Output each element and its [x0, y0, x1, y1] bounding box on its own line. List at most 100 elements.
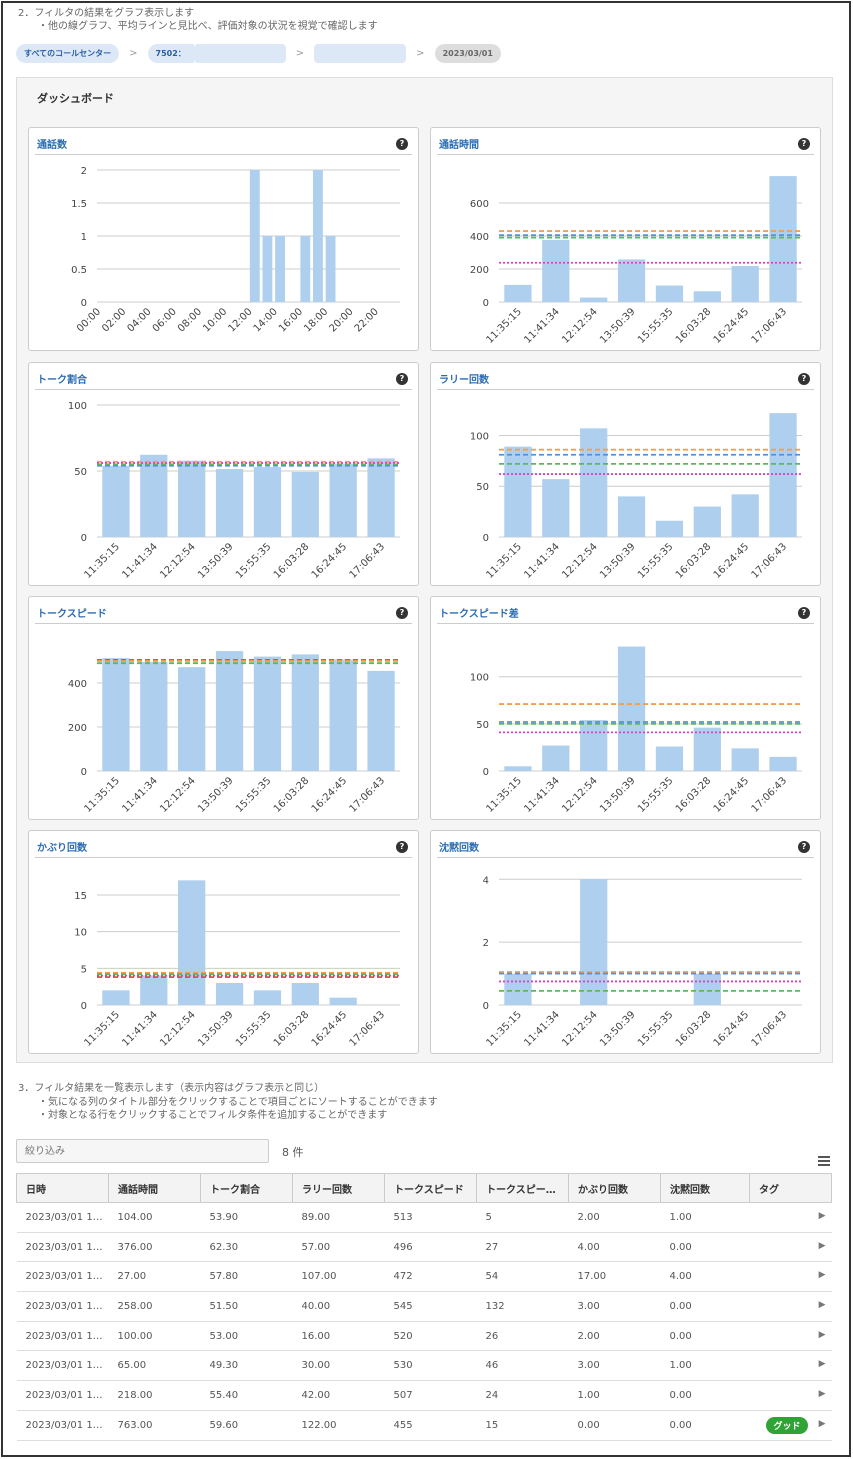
play-arrow-icon[interactable]: ▶ [818, 1329, 826, 1340]
x-tick-label: 16:24:45 [712, 1009, 752, 1049]
breadcrumb-operator-redacted[interactable] [314, 44, 407, 63]
bar [542, 239, 570, 302]
play-arrow-icon[interactable]: ▶ [818, 1389, 826, 1400]
chart-title: かぶり回数 [37, 843, 87, 854]
y-tick-label: 1.5 [71, 199, 87, 210]
results-table: 日時 通話時間 トーク割合 ラリー回数 トークスピード トークスピー… かぶり回数 沈黙回数タ… [16, 1173, 832, 1441]
help-icon[interactable]: ? [396, 373, 408, 385]
x-tick-label: 06:00 [151, 306, 179, 334]
cell-call-duration: 258.00 [108, 1291, 201, 1322]
chart-panel-talk-ratio: トーク割合? 0 50 100 11:35:15 11:41:34 12:12:54 13:5… [28, 362, 419, 586]
bar [693, 727, 721, 771]
table-row[interactable]: 2023/03/01 1… 763.00 59.60 122.00 455 15 0.00 0… [16, 1410, 832, 1441]
chart-title: トークスピード差 [439, 609, 519, 620]
bar [504, 446, 532, 537]
column-header-call-duration[interactable]: 通話時間 [108, 1173, 201, 1203]
x-tick-label: 13:50:39 [598, 775, 638, 815]
column-header-rally-count[interactable]: ラリー回数 [292, 1173, 385, 1203]
column-header-talk-ratio[interactable]: トーク割合 [200, 1173, 293, 1203]
cell-silence-count: 0.00 [660, 1232, 750, 1263]
breadcrumb-center-redacted [193, 44, 286, 63]
bar [504, 766, 532, 771]
y-tick-label: 100 [68, 401, 87, 412]
column-header-talk-speed-diff[interactable]: トークスピー… [476, 1173, 569, 1203]
x-tick-label: 12:12:54 [158, 1009, 198, 1049]
table-row[interactable]: 2023/03/01 1… 258.00 51.50 40.00 545 132 3.00 0… [16, 1291, 832, 1322]
cell-talk-ratio: 59.60 [200, 1410, 293, 1441]
bar [580, 879, 608, 1005]
column-header-silence-count[interactable]: 沈黙回数 [660, 1173, 750, 1203]
cell-talk-speed-diff: 5 [476, 1202, 569, 1233]
play-arrow-icon[interactable]: ▶ [818, 1211, 826, 1221]
chart-call-count: 00.511.5200:0002:0004:0006:0008:0010:001… [71, 166, 400, 335]
help-icon[interactable]: ? [798, 841, 810, 853]
y-tick-label: 1 [81, 232, 87, 243]
table-row[interactable]: 2023/03/01 1… 27.00 57.80 107.00 472 54 17.00 4… [16, 1261, 832, 1293]
bar [329, 659, 357, 771]
chart-panel-call-count: 通話数? 0 0.5 1 1.5 2 00:00 02:00 04:00 06:00 08:00 10… [28, 127, 419, 351]
table-row[interactable]: 2023/03/01 1… 376.00 62.30 57.00 496 27 4.00 0.… [16, 1232, 832, 1263]
cell-talk-ratio: 53.90 [200, 1202, 293, 1233]
title-divider [437, 623, 814, 624]
play-arrow-icon[interactable]: ▶ [818, 1300, 826, 1311]
cell-talk-speed-diff: 46 [476, 1350, 569, 1382]
play-arrow-icon[interactable]: ▶ [818, 1418, 826, 1429]
y-tick-label: 50 [74, 467, 87, 478]
column-menu-icon[interactable] [818, 1156, 830, 1166]
y-tick-label: 200 [68, 723, 87, 734]
x-tick-label: 16:24:45 [310, 1009, 350, 1049]
table-row[interactable]: 2023/03/01 1… 218.00 55.40 42.00 507 24 1.00 0.… [16, 1380, 832, 1411]
cell-overlap-count: 3.00 [568, 1291, 661, 1322]
filter-search-input[interactable] [16, 1139, 269, 1163]
breadcrumb-all-centers[interactable]: すべてのコールセンター [16, 44, 120, 63]
cell-datetime: 2023/03/01 1… [16, 1350, 109, 1382]
section2-subnote: ・他の線グラフ、平均ラインと見比べ、評価対象の状況を視覚で確認します [38, 21, 378, 32]
cell-rally-count: 30.00 [292, 1350, 385, 1382]
table-row[interactable]: 2023/03/01 1… 65.00 49.30 30.00 530 46 3.00 1.0… [16, 1350, 832, 1382]
bar [262, 236, 273, 302]
help-icon[interactable]: ? [798, 373, 810, 385]
help-icon[interactable]: ? [396, 607, 408, 619]
bar [367, 670, 395, 771]
x-tick-label: 17:06:43 [348, 541, 388, 581]
chart-silence-count: 0 2 4 11:35:1511:41:3412:12:5413:50:3915:55… [483, 875, 802, 1049]
play-arrow-icon[interactable]: ▶ [818, 1240, 826, 1251]
breadcrumb: すべてのコールセンター > 7502： > > 2023/03/01 [16, 44, 501, 63]
column-header-talk-speed[interactable]: トークスピード [384, 1173, 477, 1203]
table-row[interactable]: 2023/03/01 1… 100.00 53.00 16.00 520 26 2.00 0.… [16, 1321, 832, 1352]
play-arrow-icon[interactable]: ▶ [818, 1270, 826, 1281]
cell-overlap-count: 1.00 [568, 1380, 661, 1411]
chart-talk-speed-diff: 0 50 100 11:35:1511:41:3412:12:5413:50:3915… [470, 646, 802, 815]
bar [329, 997, 357, 1005]
x-tick-label: 18:00 [302, 306, 330, 334]
cell-overlap-count: 0.00 [568, 1410, 661, 1441]
help-icon[interactable]: ? [798, 607, 810, 619]
help-icon[interactable]: ? [396, 138, 408, 150]
play-arrow-icon[interactable]: ▶ [818, 1359, 826, 1370]
x-tick-label: 16:24:45 [712, 541, 752, 581]
x-tick-label: 10:00 [201, 306, 229, 334]
breadcrumb-separator: > [416, 48, 425, 59]
column-header-datetime[interactable]: 日時 [16, 1173, 109, 1203]
breadcrumb-center[interactable]: 7502： [147, 44, 194, 63]
breadcrumb-separator: > [295, 48, 305, 59]
y-tick-label: 400 [68, 679, 87, 690]
chart-panel-talk-speed: トークスピード? 0 200 400 11:35:15 11:41:34 12:12:54 1… [28, 596, 419, 820]
column-header-tag[interactable]: タグ [749, 1173, 832, 1203]
x-tick-label: 13:50:39 [196, 775, 236, 815]
x-tick-label: 12:12:54 [560, 541, 600, 581]
help-icon[interactable]: ? [396, 841, 408, 853]
bar [215, 469, 244, 537]
x-tick-label: 22:00 [353, 306, 381, 334]
y-tick-label: 0 [81, 767, 87, 778]
cell-talk-speed: 530 [384, 1350, 477, 1382]
y-tick-label: 100 [470, 673, 489, 684]
x-tick-label: 16:24:45 [310, 775, 350, 815]
table-row[interactable]: 2023/03/01 1… 104.00 53.90 89.00 513 5 2.00 1.0… [16, 1202, 832, 1233]
x-tick-label: 17:06:43 [348, 1009, 388, 1049]
x-tick-label: 11:35:15 [485, 541, 525, 581]
column-header-overlap-count[interactable]: かぶり回数 [568, 1173, 661, 1203]
x-tick-label: 11:41:34 [120, 1009, 160, 1049]
bar [693, 506, 721, 537]
help-icon[interactable]: ? [798, 138, 810, 150]
